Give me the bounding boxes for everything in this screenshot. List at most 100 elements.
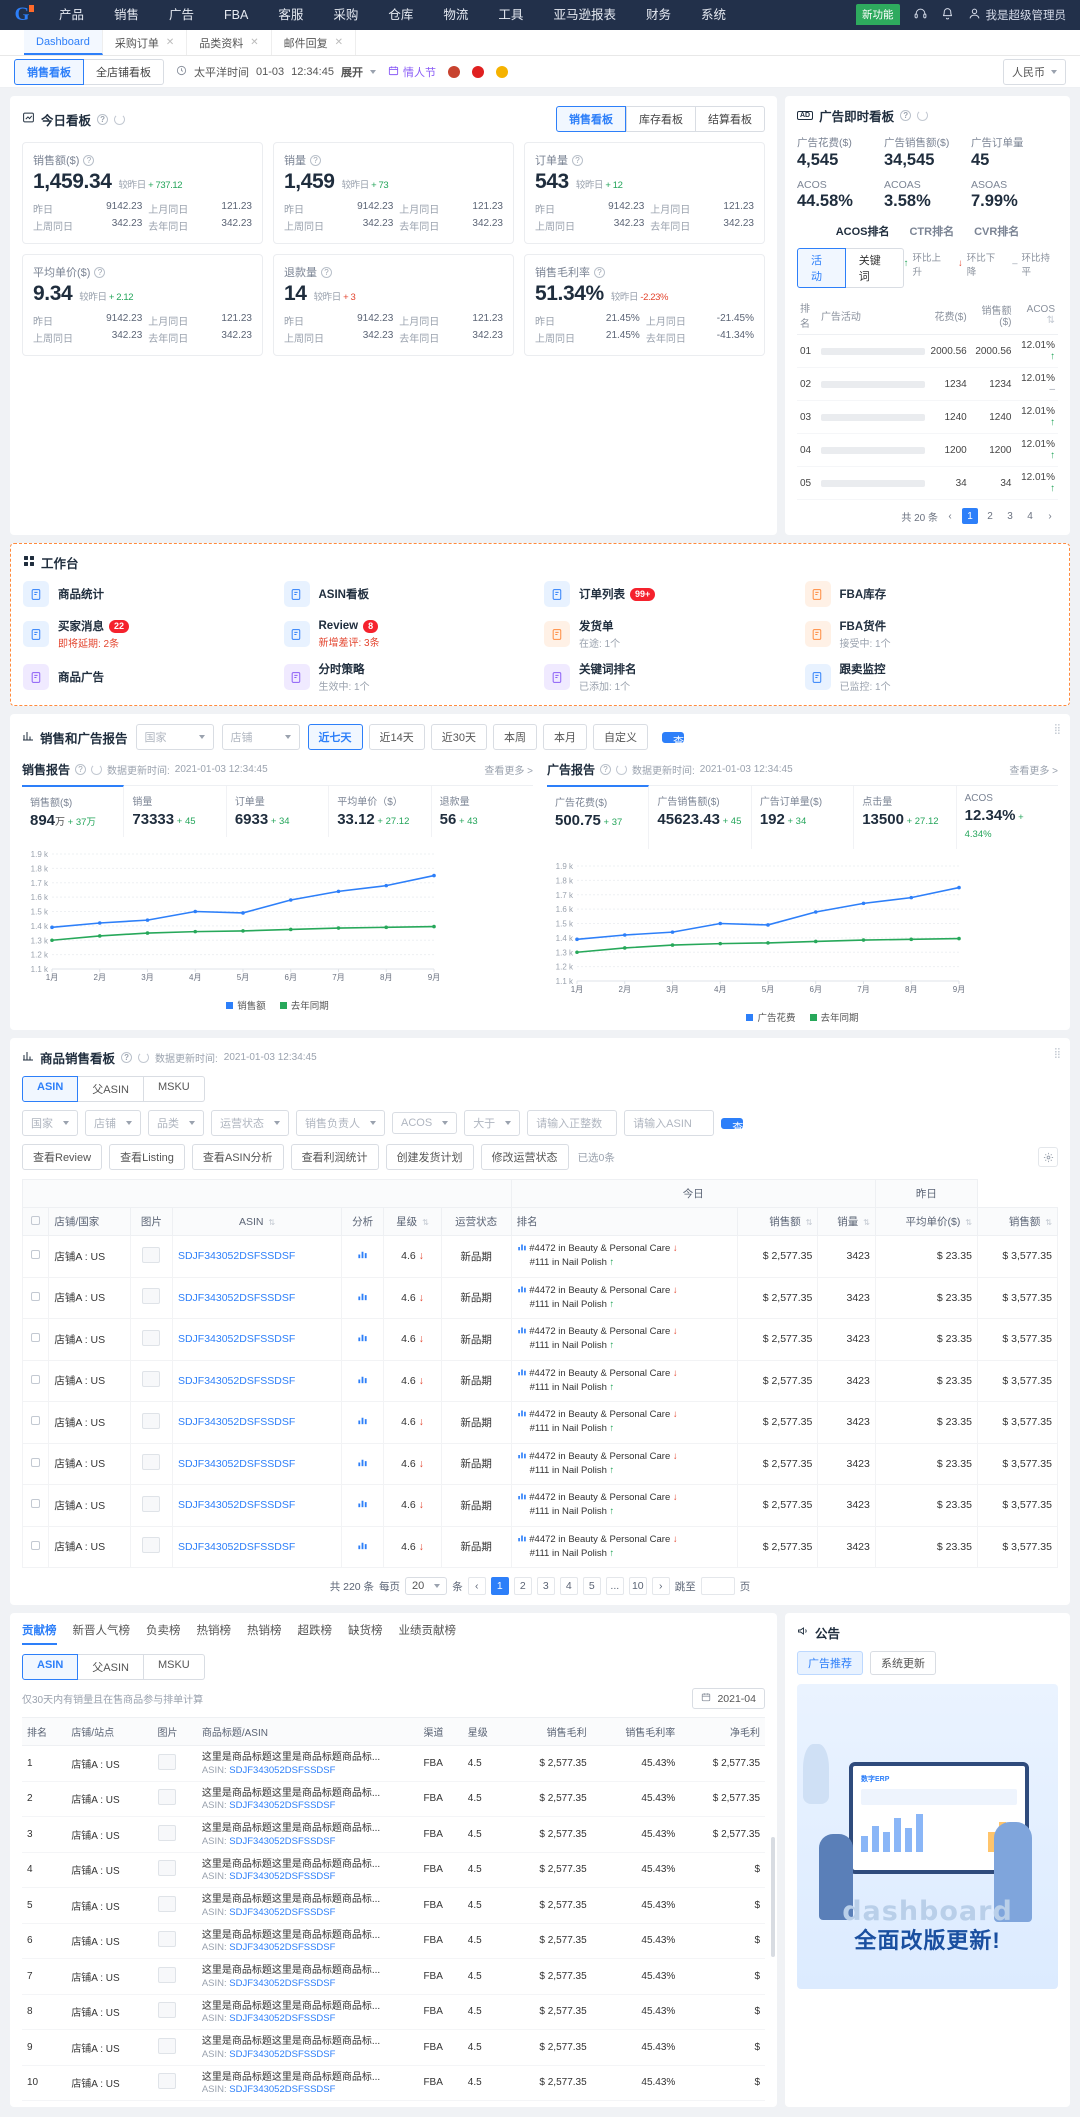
help-icon[interactable]: ? bbox=[600, 764, 612, 775]
row-checkbox-cell[interactable] bbox=[21, 1318, 50, 1361]
range-近七天[interactable]: 近七天 bbox=[307, 724, 363, 750]
filter-select-0[interactable]: 国家 bbox=[22, 1110, 78, 1136]
nav-item-8[interactable]: 工具 bbox=[498, 8, 524, 22]
workbench-item-10[interactable]: 关键词排名 已添加: 1个 bbox=[544, 661, 797, 693]
board-switch-销售看板[interactable]: 销售看板 bbox=[14, 58, 84, 85]
page-tab-1[interactable]: 采购订单 ✕ bbox=[103, 30, 188, 55]
product-query-button[interactable]: 查询 bbox=[721, 1117, 744, 1143]
contrib-tab-2[interactable]: 负卖榜 bbox=[146, 1625, 181, 1637]
analysis-icon[interactable] bbox=[341, 1401, 385, 1444]
report-kpi[interactable]: 退款量 56 + 43 bbox=[432, 786, 533, 837]
nav-item-3[interactable]: FBA bbox=[224, 8, 249, 22]
drag-handle-icon[interactable]: ⣿ bbox=[1053, 724, 1062, 735]
contrib-image-cell[interactable] bbox=[152, 1958, 197, 1995]
product-col-8[interactable]: 销量 ⇅ bbox=[817, 1207, 876, 1236]
product-action-0[interactable]: 查看Review bbox=[22, 1144, 103, 1170]
analysis-icon[interactable] bbox=[341, 1442, 385, 1485]
contrib-tab-7[interactable]: 业绩贡献榜 bbox=[398, 1625, 457, 1637]
close-icon[interactable]: ✕ bbox=[250, 37, 259, 48]
flag-de-icon[interactable] bbox=[495, 65, 508, 78]
range-自定义[interactable]: 自定义 bbox=[593, 724, 649, 750]
row-checkbox-cell[interactable] bbox=[21, 1359, 50, 1402]
report-kpi[interactable]: 订单量 6933 + 34 bbox=[227, 786, 330, 837]
product-image-cell[interactable] bbox=[129, 1235, 173, 1278]
contrib-image-cell[interactable] bbox=[152, 2029, 197, 2066]
product-col-3[interactable]: 分析 bbox=[341, 1207, 385, 1236]
help-icon[interactable]: ? bbox=[75, 764, 87, 775]
today-view-库存看板[interactable]: 库存看板 bbox=[626, 106, 696, 132]
report-kpi[interactable]: 销量 73333 + 45 bbox=[124, 786, 227, 837]
bell-icon[interactable] bbox=[941, 7, 954, 23]
product-page-3[interactable]: 3 bbox=[536, 1577, 555, 1595]
page-tab-2[interactable]: 品类资料 ✕ bbox=[187, 30, 272, 55]
product-action-2[interactable]: 查看ASIN分析 bbox=[191, 1144, 284, 1170]
row-checkbox-cell[interactable] bbox=[21, 1235, 50, 1278]
product-col-10[interactable]: 销售额 ⇅ bbox=[976, 1207, 1059, 1236]
asin-cell[interactable]: SDJF343052DSFSSDSF bbox=[171, 1235, 343, 1278]
row-checkbox-cell[interactable] bbox=[21, 1484, 50, 1527]
asin-cell[interactable]: SDJF343052DSFSSDSF bbox=[171, 1401, 343, 1444]
workbench-item-9[interactable]: 分时策略 生效中: 1个 bbox=[283, 661, 537, 693]
next-page-button[interactable]: › bbox=[651, 1577, 670, 1595]
help-icon[interactable]: ? bbox=[594, 266, 605, 278]
workbench-item-3[interactable]: FBA库存 bbox=[804, 581, 1058, 607]
nav-item-6[interactable]: 仓库 bbox=[388, 8, 414, 22]
contrib-image-cell[interactable] bbox=[152, 1816, 197, 1853]
product-image-cell[interactable] bbox=[129, 1401, 173, 1444]
filter-select-2[interactable]: 品类 bbox=[148, 1110, 204, 1136]
range-近14天[interactable]: 近14天 bbox=[368, 724, 425, 750]
asin-cell[interactable]: SDJF343052DSFSSDSF bbox=[171, 1484, 343, 1527]
page-tab-3[interactable]: 邮件回复 ✕ bbox=[272, 30, 356, 55]
nav-item-0[interactable]: 产品 bbox=[59, 8, 85, 22]
prev-page-button[interactable]: ‹ bbox=[467, 1577, 486, 1595]
product-col-7[interactable]: 销售额 ⇅ bbox=[737, 1207, 819, 1236]
nav-item-5[interactable]: 采购 bbox=[333, 8, 359, 22]
analysis-icon[interactable] bbox=[341, 1276, 385, 1319]
help-icon[interactable]: ? bbox=[321, 266, 332, 278]
product-image-cell[interactable] bbox=[129, 1442, 173, 1485]
row-checkbox-cell[interactable] bbox=[21, 1525, 50, 1568]
range-本周[interactable]: 本周 bbox=[493, 724, 538, 750]
asin-tab-MSKU[interactable]: MSKU bbox=[143, 1076, 205, 1102]
contrib-image-cell[interactable] bbox=[152, 1994, 197, 2030]
report-kpi[interactable]: 广告订单量($) 192 + 34 bbox=[752, 786, 855, 849]
workbench-item-5[interactable]: Review 8 新增差评: 3条 bbox=[283, 618, 537, 650]
workbench-item-0[interactable]: 商品统计 bbox=[23, 581, 276, 607]
contrib-subtab-父ASIN[interactable]: 父ASIN bbox=[78, 1654, 144, 1680]
contrib-image-cell[interactable] bbox=[152, 1745, 197, 1782]
next-page-button[interactable]: › bbox=[1048, 510, 1052, 522]
workbench-item-11[interactable]: 跟卖监控 已监控: 1个 bbox=[804, 661, 1058, 693]
product-col-1[interactable]: 图片 bbox=[129, 1207, 173, 1236]
product-image-cell[interactable] bbox=[129, 1318, 173, 1361]
ad-rank-tab-ACOS排名[interactable]: ACOS排名 bbox=[835, 226, 890, 238]
page-size-select[interactable]: 20 bbox=[405, 1577, 448, 1595]
promo-banner[interactable]: 数字ERP dashboard 全面改版更新! bbox=[797, 1684, 1058, 1989]
report-kpi[interactable]: 广告销售额($) 45623.43 + 45 bbox=[649, 786, 752, 849]
asin-cell[interactable]: SDJF343052DSFSSDSF bbox=[171, 1359, 343, 1402]
close-icon[interactable]: ✕ bbox=[334, 37, 343, 48]
expand-toggle[interactable]: 展开 bbox=[340, 66, 363, 79]
product-image-cell[interactable] bbox=[129, 1525, 173, 1568]
product-page-10[interactable]: 10 bbox=[628, 1577, 647, 1595]
product-col-4[interactable]: 星级 ⇅ bbox=[383, 1207, 442, 1236]
close-icon[interactable]: ✕ bbox=[165, 37, 175, 48]
ad-rank-tab-CTR排名[interactable]: CTR排名 bbox=[909, 226, 955, 238]
product-action-4[interactable]: 创建发货计划 bbox=[385, 1144, 474, 1170]
asin-cell[interactable]: SDJF343052DSFSSDSF bbox=[171, 1318, 343, 1361]
contrib-image-cell[interactable] bbox=[152, 1852, 197, 1888]
workbench-item-1[interactable]: ASIN看板 bbox=[283, 581, 537, 607]
contrib-tab-3[interactable]: 热销榜 bbox=[196, 1625, 232, 1637]
workbench-item-4[interactable]: 买家消息 22 即将延期: 2条 bbox=[23, 618, 276, 650]
headset-icon[interactable] bbox=[914, 7, 927, 23]
product-image-cell[interactable] bbox=[129, 1359, 173, 1402]
report-kpi[interactable]: ACOS 12.34% + 4.34% bbox=[957, 786, 1058, 849]
board-switch-全店铺看板[interactable]: 全店铺看板 bbox=[84, 58, 164, 85]
product-action-5[interactable]: 修改运营状态 bbox=[480, 1144, 569, 1170]
workbench-item-6[interactable]: 发货单 在途: 1个 bbox=[544, 618, 797, 650]
drag-handle-icon[interactable]: ⣿ bbox=[1053, 1048, 1062, 1059]
range-近30天[interactable]: 近30天 bbox=[430, 724, 488, 750]
asin-tab-ASIN[interactable]: ASIN bbox=[22, 1076, 79, 1102]
user-menu[interactable]: 我是超级管理员 bbox=[968, 7, 1066, 23]
store-select[interactable]: 店铺 bbox=[221, 724, 300, 750]
product-col-0[interactable]: 店铺/国家 bbox=[48, 1207, 131, 1236]
